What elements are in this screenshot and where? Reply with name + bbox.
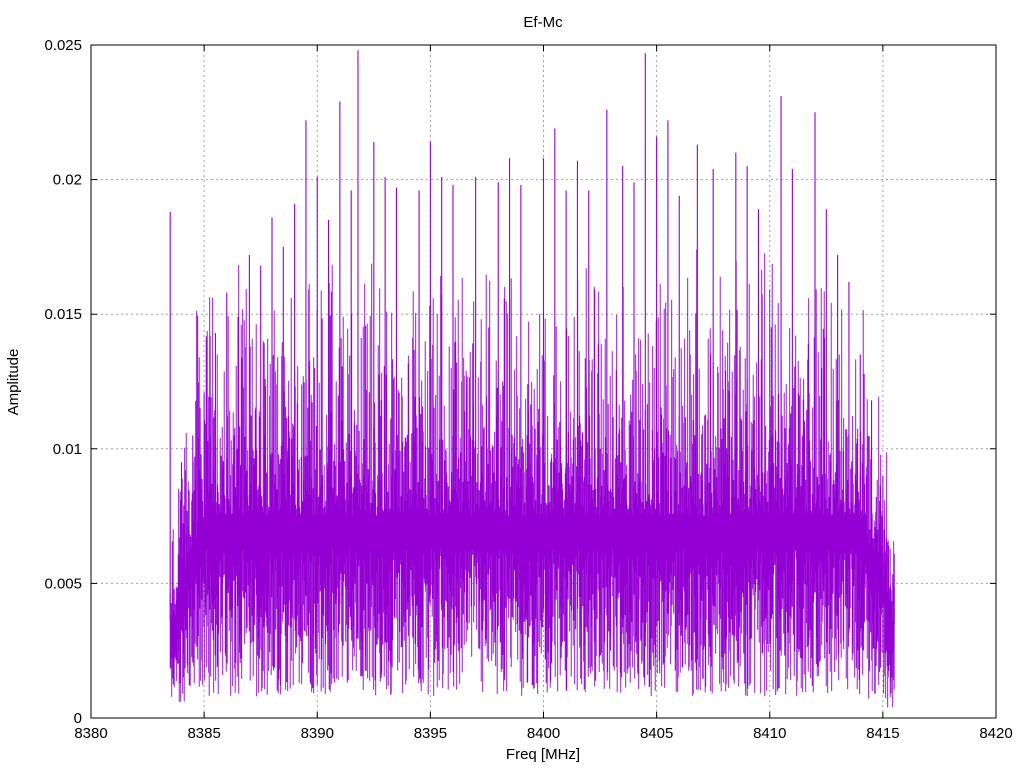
series-signal [169,50,895,708]
x-tick-labels: 8380 8385 8390 8395 8400 8405 8410 8415 8420 [74,725,1012,742]
x-tick-label: 8420 [979,725,1012,742]
y-tick-label: 0.025 [44,37,82,54]
x-tick-label: 8385 [187,725,220,742]
y-tick-label: 0.005 [44,575,82,592]
signal-trace [169,249,895,708]
x-tick-label: 8415 [866,725,899,742]
x-tick-label: 8405 [640,725,673,742]
x-axis-title: Freq [MHz] [506,746,580,763]
x-tick-label: 8395 [414,725,447,742]
axis-ticks [90,44,997,719]
chart-title: Ef-Mc [523,14,563,31]
x-tick-label: 8400 [527,725,560,742]
y-tick-labels: 0 0.005 0.01 0.015 0.02 0.025 [44,37,82,727]
x-tick-label: 8410 [753,725,786,742]
x-tick-label: 8390 [301,725,334,742]
x-tick-label: 8380 [74,725,107,742]
y-tick-label: 0 [74,710,82,727]
y-tick-label: 0.015 [44,306,82,323]
y-tick-label: 0.02 [53,172,82,189]
y-tick-label: 0.01 [53,441,82,458]
y-axis-title: Amplitude [5,349,22,416]
